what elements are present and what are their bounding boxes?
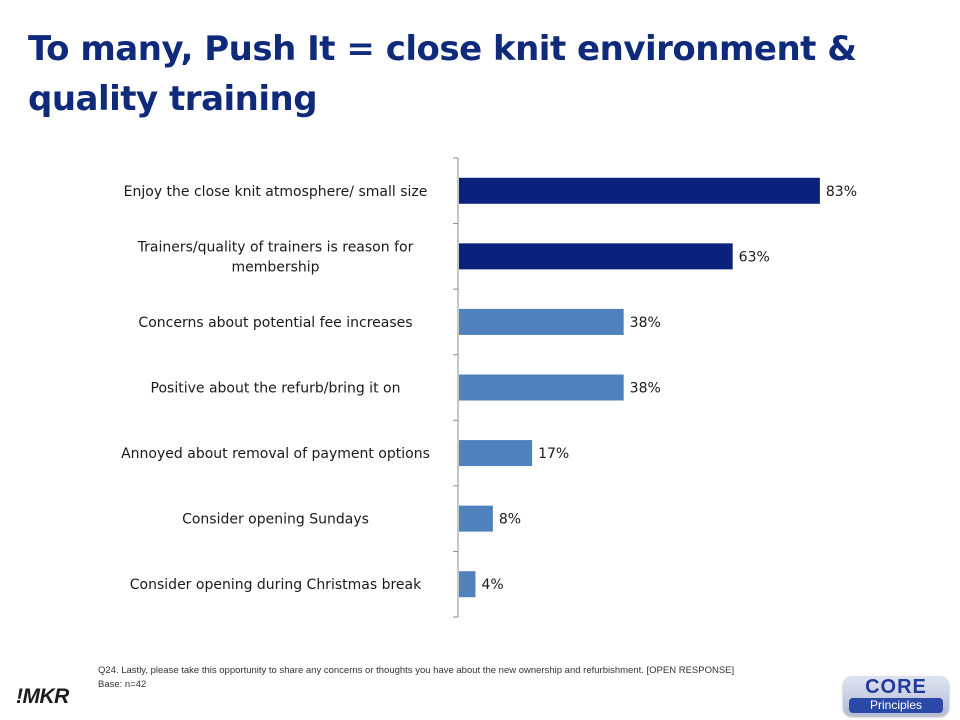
core-principles-logo: CORE Principles <box>843 676 949 716</box>
bar <box>459 571 476 598</box>
category-label: Trainers/quality of trainers is reason f… <box>137 239 414 275</box>
bar <box>459 374 624 401</box>
core-logo-text: CORE <box>865 676 927 698</box>
slide-title: To many, Push It = close knit environmen… <box>28 29 857 119</box>
bar <box>459 243 733 270</box>
data-label: 38% <box>630 315 661 331</box>
category-label: Positive about the refurb/bring it on <box>151 381 401 397</box>
data-label: 4% <box>481 577 503 593</box>
category-label: Concerns about potential fee increases <box>138 315 412 331</box>
bar <box>459 505 493 532</box>
footnote-base: Base: n=42 <box>98 679 147 690</box>
principles-logo-text: Principles <box>849 698 943 713</box>
category-label: Enjoy the close knit atmosphere/ small s… <box>124 184 428 200</box>
bar <box>459 440 533 467</box>
footnote-question: Q24. Lastly, please take this opportunit… <box>98 665 735 676</box>
category-label: Consider opening Sundays <box>182 512 369 528</box>
data-label: 17% <box>538 446 569 462</box>
data-label: 63% <box>739 249 770 265</box>
data-label: 8% <box>499 512 521 528</box>
bar <box>459 308 624 335</box>
category-label: Annoyed about removal of payment options <box>121 446 430 462</box>
bar <box>459 177 820 204</box>
bar-chart: 83% Enjoy the close knit atmosphere/ smal… <box>121 157 857 618</box>
data-label: 83% <box>826 184 857 200</box>
category-label: Consider opening during Christmas break <box>130 577 422 593</box>
mkr-logo: !MKR <box>16 685 69 708</box>
data-label: 38% <box>630 381 661 397</box>
footnote: Q24. Lastly, please take this opportunit… <box>98 664 758 692</box>
